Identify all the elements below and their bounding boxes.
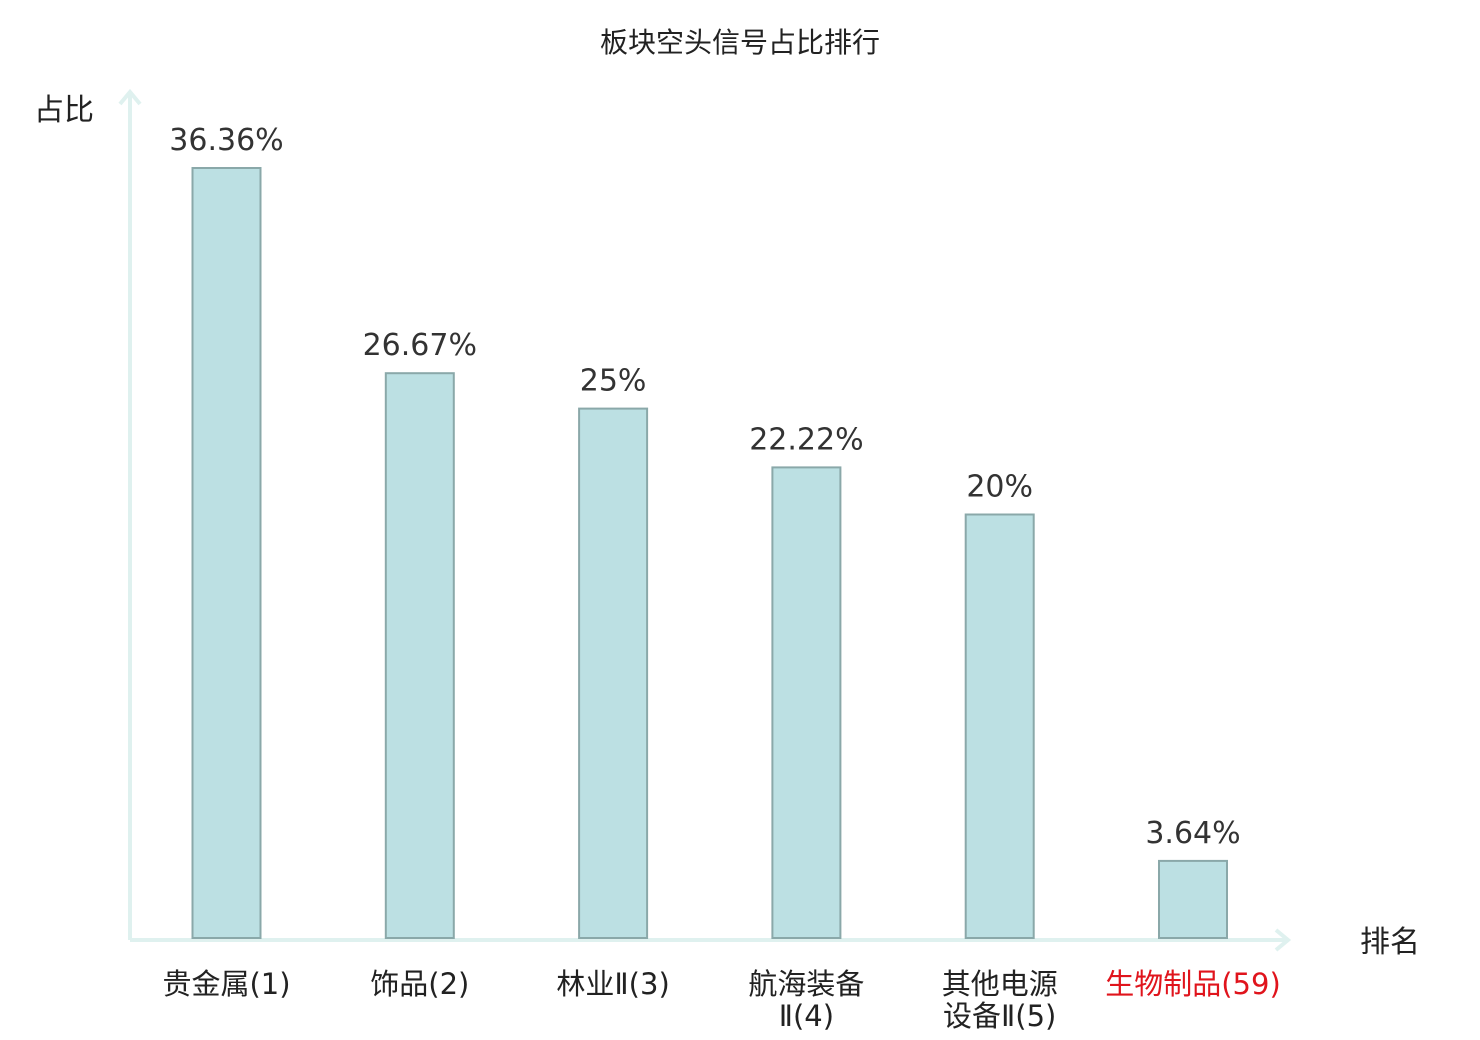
x-tick-label: 贵金属(1) (162, 967, 290, 1001)
bar (384, 372, 455, 939)
bar-value-label: 25% (580, 364, 647, 399)
x-tick-label: Ⅱ(4) (779, 999, 834, 1033)
bar-value-label: 22.22% (749, 422, 863, 457)
chart-title: 板块空头信号占比排行 (600, 26, 880, 59)
x-tick-label: 设备Ⅱ(5) (943, 999, 1056, 1033)
x-tick-label: 饰品(2) (370, 967, 469, 1001)
axes (118, 88, 1292, 952)
bar (578, 407, 649, 940)
x-tick-label: 航海装备 (748, 967, 864, 1001)
bar-value-label: 26.67% (363, 328, 477, 363)
bar-value-label: 20% (966, 470, 1033, 505)
bar-value-label: 36.36% (169, 123, 283, 158)
bar (964, 513, 1035, 939)
x-axis-label: 排名 (1360, 925, 1420, 960)
y-axis-label: 占比 (34, 93, 94, 128)
bar (191, 167, 262, 939)
bar (771, 466, 842, 939)
bar-value-label: 3.64% (1145, 816, 1240, 851)
x-tick-label: 其他电源 (942, 967, 1058, 1001)
x-axis-arrow-icon (1274, 928, 1292, 952)
bar-series (191, 167, 1228, 940)
value-labels: 36.36% 26.67% 25% 22.22% 20% 3.64% (169, 123, 1240, 851)
x-tick-label: 林业Ⅱ(3) (556, 967, 669, 1001)
x-tick-label: 生物制品(59) (1105, 967, 1281, 1001)
y-axis-arrow-icon (118, 88, 142, 106)
bar (1158, 859, 1228, 940)
